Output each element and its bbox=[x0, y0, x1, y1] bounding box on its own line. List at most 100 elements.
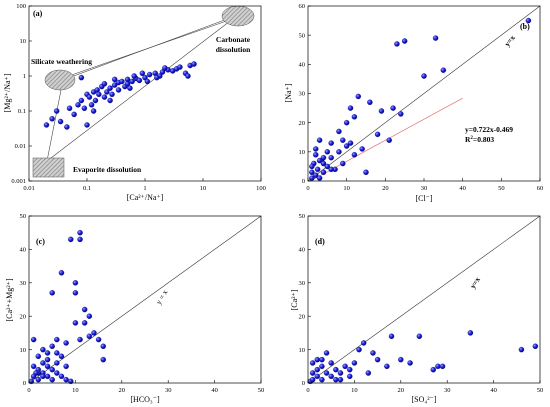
panel-a-data-point bbox=[191, 61, 197, 67]
panel-d-data-point bbox=[337, 370, 344, 376]
panel-b-ytick-label: 50 bbox=[299, 32, 306, 39]
silicate-weathering-label: Silicate weathering bbox=[31, 57, 92, 66]
panel-a-ytick-label: 1 bbox=[23, 73, 26, 80]
carbonate-dissolution-label-2: dissolution bbox=[216, 45, 251, 54]
panel-c-data-point bbox=[49, 376, 55, 383]
panel-c-data-point bbox=[30, 363, 37, 370]
silicate-endmember-ellipse bbox=[44, 69, 76, 91]
panel-d-xtick-label: 40 bbox=[490, 387, 497, 394]
panel-b-data-point bbox=[374, 131, 381, 138]
panel-c-ytick-label: 20 bbox=[20, 313, 27, 320]
panel-c-data-point bbox=[72, 290, 79, 296]
panel-a-xtick-label: 1 bbox=[143, 185, 146, 192]
panel-c-xtick-label: 40 bbox=[211, 387, 218, 394]
panel-d-frame bbox=[307, 215, 541, 384]
panel-b-data-point bbox=[440, 67, 447, 73]
panel-b-data-point bbox=[340, 160, 346, 167]
panel-c-data-point bbox=[100, 356, 106, 363]
panel-a-data-point bbox=[90, 108, 97, 114]
panel-c-data-point bbox=[40, 360, 46, 366]
panel-d-ytick-label: 50 bbox=[299, 213, 306, 220]
panel-c-1to1-label: y = x bbox=[154, 288, 170, 306]
panel-b-data-point bbox=[328, 154, 334, 161]
panel-b-label: (b) bbox=[520, 22, 530, 31]
panel-c-data-point bbox=[33, 370, 39, 376]
panel-a-annotations: Silicate weathering Carbonate dissolutio… bbox=[31, 5, 255, 178]
panel-b-xlabel: [Cl⁻] bbox=[415, 194, 432, 203]
panel-c-data-point bbox=[30, 336, 37, 343]
panel-d-data-point bbox=[319, 356, 325, 363]
panel-a-data-point bbox=[81, 105, 88, 111]
panel-b-1to1-line bbox=[307, 5, 541, 182]
panel-a-data-point bbox=[109, 91, 115, 98]
panel-b-data-point bbox=[525, 17, 532, 24]
panel-d-data-point bbox=[314, 356, 321, 363]
panel-d-data-point bbox=[328, 360, 334, 366]
panel-a-data-point bbox=[162, 65, 168, 71]
panel-c-data-point bbox=[68, 236, 74, 243]
panel-a-mixing-triangle bbox=[46, 14, 239, 162]
panel-a-data-point bbox=[139, 70, 146, 76]
panel-b-ytick-label: 30 bbox=[299, 91, 306, 98]
panel-a-frame bbox=[28, 5, 262, 182]
panel-d-ytick-label: 10 bbox=[299, 347, 306, 354]
panel-b-data-point bbox=[316, 157, 323, 164]
panel-c-data-point bbox=[54, 360, 60, 366]
panel-c-xtick-label: 20 bbox=[119, 387, 126, 394]
panel-c-data-point bbox=[72, 280, 79, 286]
panel-d-data-point bbox=[319, 376, 325, 383]
panel-b-data-point bbox=[313, 152, 319, 158]
panel-a-data-point bbox=[104, 89, 110, 95]
panel-d-data-point bbox=[407, 360, 413, 366]
panel-c-data-point bbox=[35, 353, 42, 360]
panel-c-data-point bbox=[68, 378, 74, 385]
panel-d-xtick-label: 20 bbox=[398, 387, 405, 394]
panel-c-ytick-label: 50 bbox=[20, 213, 27, 220]
panel-a-data-point bbox=[111, 82, 118, 88]
panel-a-data-point bbox=[53, 108, 60, 114]
panel-d-ytick-label: 40 bbox=[299, 247, 306, 254]
panel-b-fit-equation: y=0.722x-0.469 bbox=[465, 125, 513, 134]
panel-a-ytick-label: 0.01 bbox=[15, 143, 26, 150]
panel-b-data-point bbox=[401, 38, 408, 44]
panel-d-points bbox=[307, 330, 539, 385]
panel-d-xtick-label: 10 bbox=[351, 387, 358, 394]
panel-d-data-point bbox=[467, 330, 474, 336]
panel-a-ytick-label: 10 bbox=[20, 38, 27, 45]
panel-d-data-point bbox=[314, 366, 321, 373]
panel-d-axes: 0 10 20 30 40 50 0 10 20 30 40 50 bbox=[299, 213, 544, 394]
panel-c-ytick-label: 0 bbox=[23, 380, 26, 387]
panel-b-data-point bbox=[316, 137, 323, 143]
panel-d-data-point bbox=[328, 373, 334, 380]
panel-b-xtick-label: 0 bbox=[306, 185, 309, 192]
panel-c-data-point bbox=[49, 343, 55, 349]
panel-d-xtick-label: 0 bbox=[306, 387, 309, 394]
panel-a-data-point bbox=[84, 122, 90, 128]
panel-b-data-point bbox=[328, 166, 334, 173]
carbonate-endmember-ellipse bbox=[221, 5, 255, 27]
panel-a-xtick-label: 0.01 bbox=[23, 185, 34, 192]
panel-b-data-point bbox=[378, 108, 385, 114]
panel-a-data-point bbox=[115, 87, 122, 93]
panel-b-xtick-label: 20 bbox=[382, 185, 389, 192]
panel-a-data-point bbox=[136, 77, 143, 84]
panel-c-frame bbox=[28, 215, 262, 384]
panel-a-data-point bbox=[107, 97, 113, 104]
panel-a-xtick-label: 10 bbox=[200, 185, 207, 192]
panel-b-data-point bbox=[355, 93, 361, 100]
panel-c-axes: 0 10 20 30 40 50 0 10 20 30 40 50 bbox=[20, 213, 265, 394]
panel-a-data-point bbox=[57, 118, 64, 125]
panel-b-data-point bbox=[432, 35, 439, 41]
panel-b-data-point bbox=[347, 105, 354, 111]
panel-c-ytick-label: 10 bbox=[20, 347, 27, 354]
panel-a-xtick-label: 100 bbox=[256, 185, 266, 192]
panel-b-data-point bbox=[320, 160, 327, 167]
panel-c-data-point bbox=[40, 346, 46, 353]
panel-a-data-point bbox=[127, 85, 133, 91]
panel-c-data-point bbox=[77, 229, 83, 236]
panel-b-data-point bbox=[398, 111, 404, 117]
panel-a-data-point bbox=[129, 78, 135, 85]
panel-b-data-point bbox=[336, 149, 342, 155]
panel-c-data-point bbox=[100, 343, 106, 349]
panel-a-xlabel: [Ca²⁺/Na⁺] bbox=[127, 193, 164, 202]
